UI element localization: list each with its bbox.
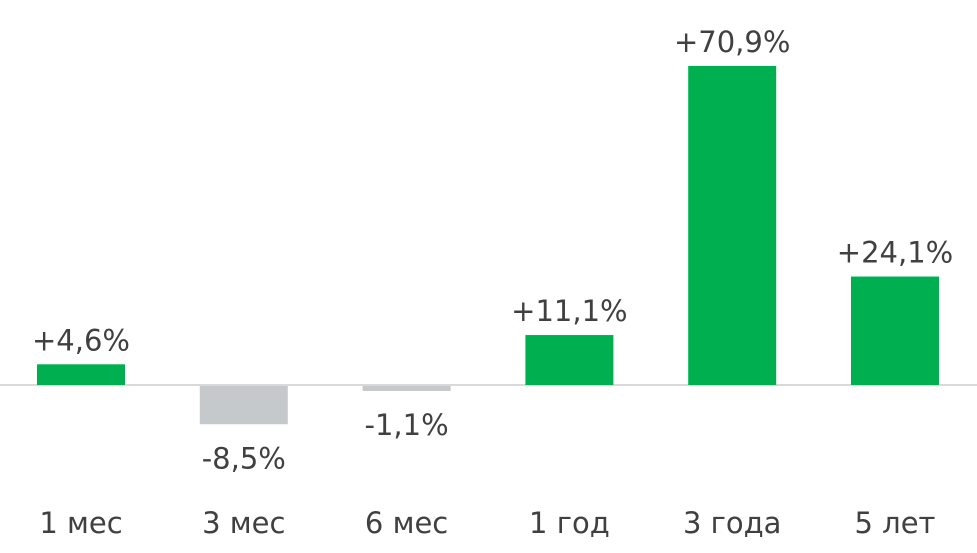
category-label: 3 мес bbox=[202, 506, 285, 540]
data-label: +24,1% bbox=[837, 236, 953, 270]
category-label: 3 года bbox=[683, 506, 781, 540]
bar bbox=[688, 65, 777, 385]
category-label: 5 лет bbox=[855, 506, 936, 540]
data-label: +4,6% bbox=[32, 323, 130, 357]
category-label: 1 мес bbox=[39, 506, 122, 540]
data-label: -8,5% bbox=[202, 441, 286, 475]
data-label: +11,1% bbox=[511, 294, 627, 328]
category-label: 1 год bbox=[529, 506, 610, 540]
bar bbox=[37, 364, 125, 385]
bar bbox=[362, 386, 451, 391]
bar bbox=[199, 386, 288, 425]
category-label: 6 мес bbox=[365, 506, 448, 540]
data-label: +70,9% bbox=[674, 25, 790, 59]
bar bbox=[525, 335, 614, 385]
bar bbox=[851, 276, 939, 385]
data-label: -1,1% bbox=[365, 408, 449, 442]
